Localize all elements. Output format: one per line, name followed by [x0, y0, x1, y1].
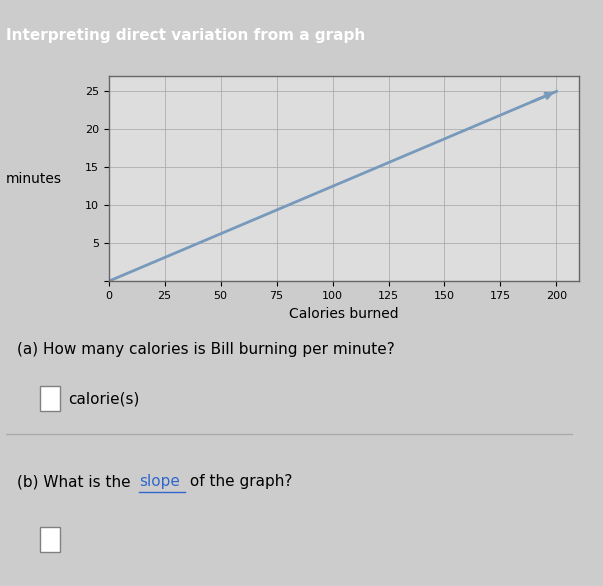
Text: of the graph?: of the graph?	[185, 474, 292, 489]
Text: Interpreting direct variation from a graph: Interpreting direct variation from a gra…	[6, 28, 365, 43]
Text: minutes: minutes	[6, 172, 62, 186]
Bar	[40, 386, 60, 411]
Text: (b) What is the: (b) What is the	[17, 474, 136, 489]
X-axis label: Calories burned: Calories burned	[289, 306, 399, 321]
Text: (a) How many calories is Bill burning per minute?: (a) How many calories is Bill burning pe…	[17, 342, 395, 357]
Bar	[40, 527, 60, 552]
Text: slope: slope	[139, 474, 180, 489]
Text: calorie(s): calorie(s)	[68, 391, 140, 406]
